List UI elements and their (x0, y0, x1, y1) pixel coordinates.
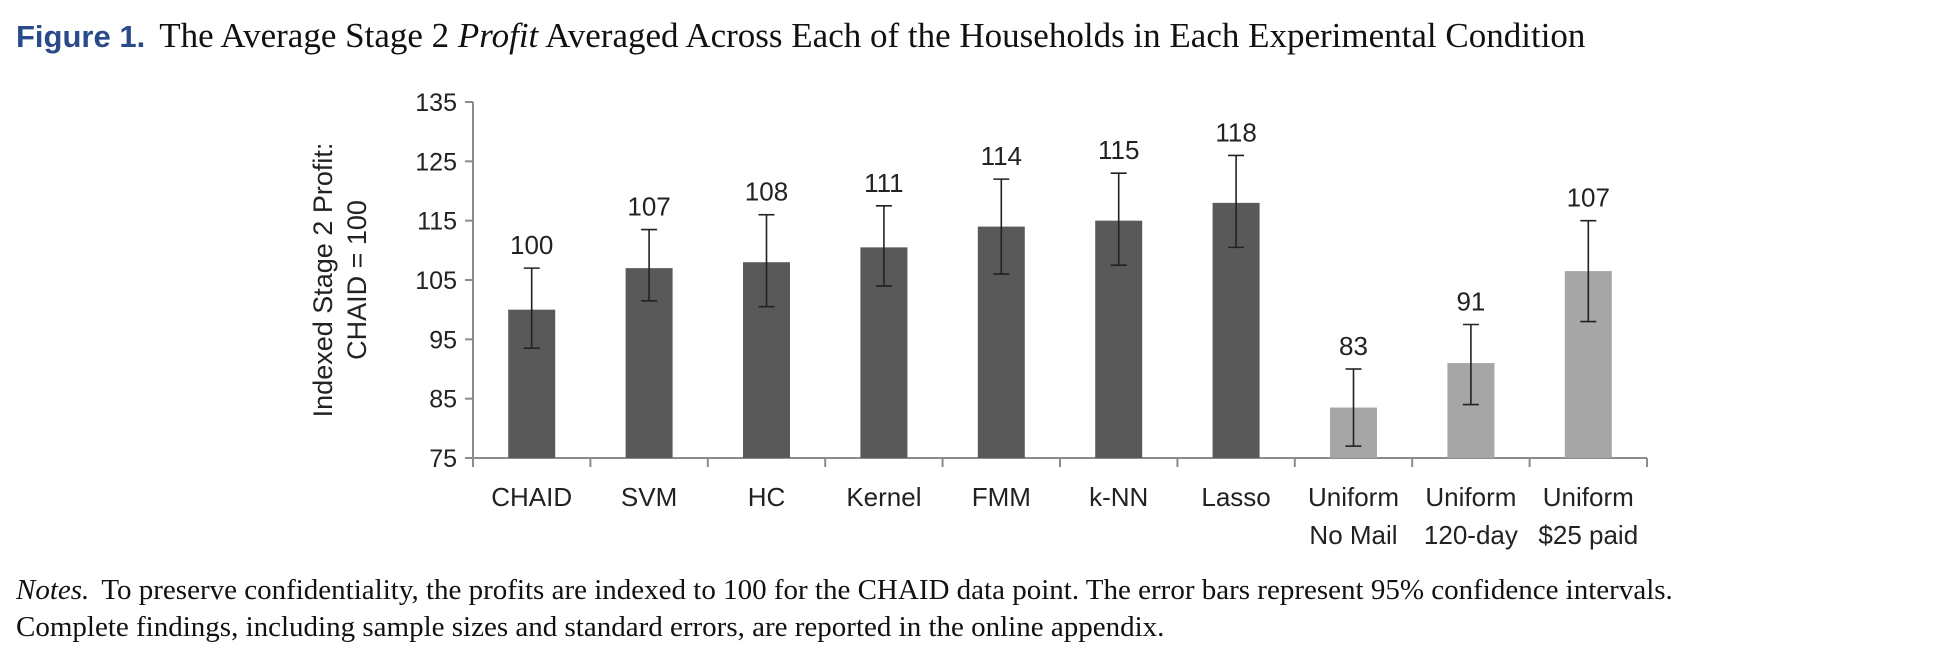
data-label: 115 (1098, 135, 1139, 165)
caption-italic-word: Profit (457, 16, 539, 55)
y-tick-label: 115 (417, 208, 457, 236)
data-label: 83 (1339, 331, 1368, 361)
x-tick-label: 120-day (1424, 520, 1518, 550)
data-label: 111 (864, 168, 904, 198)
y-tick-label: 85 (429, 386, 457, 414)
x-tick-label: CHAID (491, 482, 572, 512)
data-label: 107 (627, 192, 670, 222)
figure-label: Figure 1. (16, 19, 146, 54)
x-tick-label: Uniform (1308, 482, 1399, 512)
data-label: 108 (745, 177, 788, 207)
y-tick-label: 135 (415, 89, 457, 117)
x-tick-label: FMM (972, 482, 1031, 512)
y-tick-label: 125 (415, 148, 457, 176)
data-label: 91 (1456, 287, 1485, 317)
x-tick-label: $25 paid (1538, 520, 1638, 550)
x-tick-label: HC (748, 482, 786, 512)
x-tick-label: Uniform (1425, 482, 1516, 512)
notes-label: Notes. (16, 574, 90, 606)
figure-notes: Notes. To preserve confidentiality, the p… (16, 572, 1951, 646)
x-tick-label: SVM (621, 482, 677, 512)
y-tick-label: 105 (415, 267, 457, 295)
data-label: 114 (981, 141, 1022, 171)
figure-caption: Figure 1. The Average Stage 2 Profit Aver… (16, 16, 1585, 56)
caption-text-end: Averaged Across Each of the Households i… (538, 16, 1586, 55)
y-tick-label: 95 (429, 326, 457, 354)
y-axis-label: Indexed Stage 2 Profit: CHAID = 100 (308, 143, 372, 418)
x-tick-label: No Mail (1309, 520, 1397, 550)
x-tick-label: Lasso (1201, 482, 1270, 512)
data-label: 118 (1215, 117, 1256, 147)
y-axis-label-line: CHAID = 100 (342, 200, 372, 360)
x-tick-label: Kernel (846, 482, 921, 512)
data-label: 100 (510, 230, 553, 260)
x-tick-label: Uniform (1543, 482, 1634, 512)
x-tick-label: k-NN (1089, 482, 1148, 512)
y-axis-label-line: Indexed Stage 2 Profit: (308, 143, 338, 418)
caption-text-start: The Average Stage 2 (159, 16, 458, 55)
bar-chart: 75 85 95 105 115 125 135 Indexed Stage 2 Profit… (308, 89, 1648, 550)
y-tick-label: 75 (429, 445, 457, 473)
data-label: 107 (1567, 183, 1610, 213)
notes-text: To preserve confidentiality, the profits… (16, 574, 1673, 643)
